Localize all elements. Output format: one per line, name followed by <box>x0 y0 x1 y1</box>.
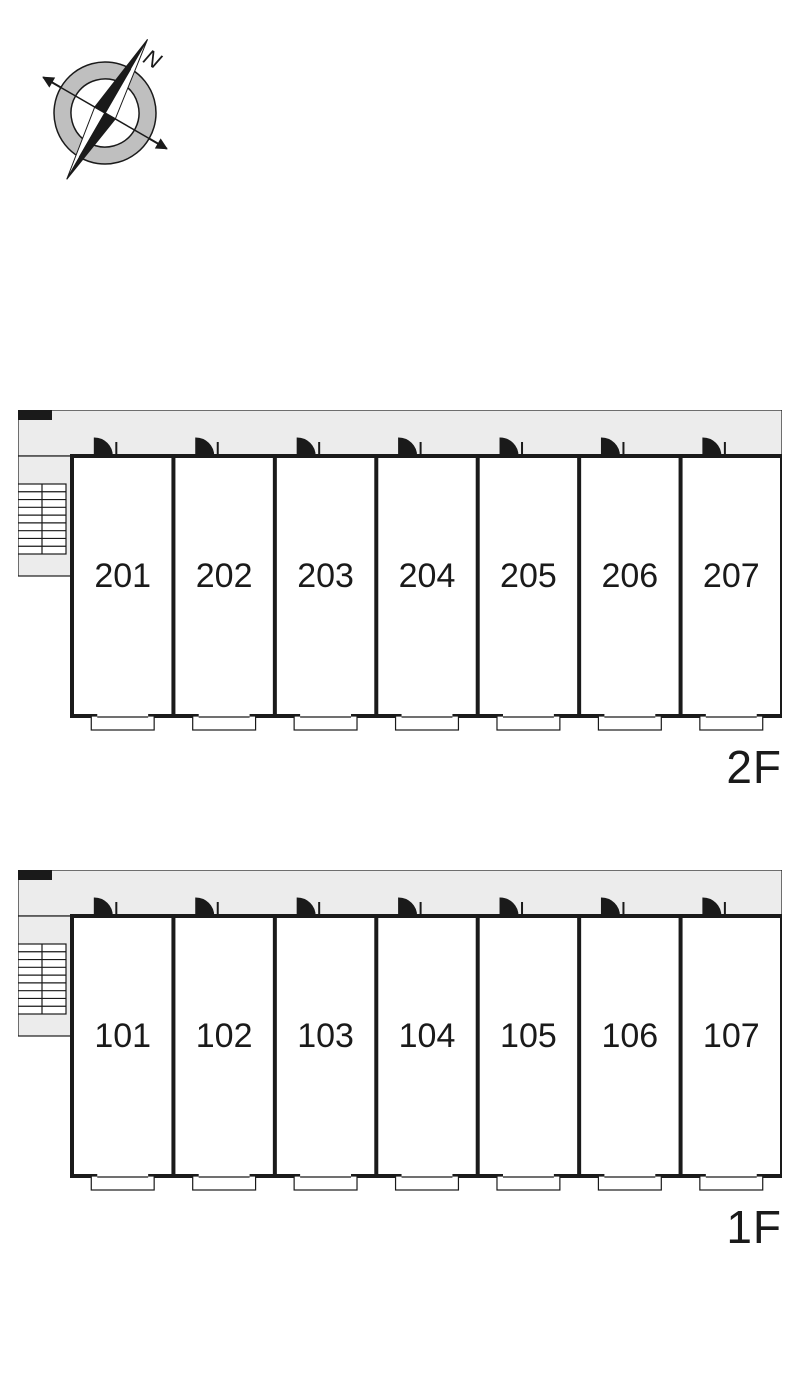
floorplan-canvas: N 201 202 203 204 205 206 207 2F 101 102 103 104 105… <box>0 0 800 1373</box>
room-label: 207 <box>703 557 760 595</box>
room-label: 106 <box>601 1017 658 1055</box>
room-label: 202 <box>196 557 253 595</box>
room-label: 104 <box>399 1017 456 1055</box>
room-label: 101 <box>94 1017 151 1055</box>
room-label: 103 <box>297 1017 354 1055</box>
floor-2F: 2012022032042052062072F <box>18 410 782 736</box>
room-label: 201 <box>94 557 151 595</box>
room-label: 102 <box>196 1017 253 1055</box>
room-label: 206 <box>601 557 658 595</box>
floor-1F: 1011021031041051061071F <box>18 870 782 1196</box>
room-label: 107 <box>703 1017 760 1055</box>
compass-icon: N <box>20 18 190 188</box>
floor-label: 1F <box>726 1200 782 1254</box>
room-label: 105 <box>500 1017 557 1055</box>
floor-label: 2F <box>726 740 782 794</box>
room-label: 203 <box>297 557 354 595</box>
room-label: 205 <box>500 557 557 595</box>
room-label: 204 <box>399 557 456 595</box>
